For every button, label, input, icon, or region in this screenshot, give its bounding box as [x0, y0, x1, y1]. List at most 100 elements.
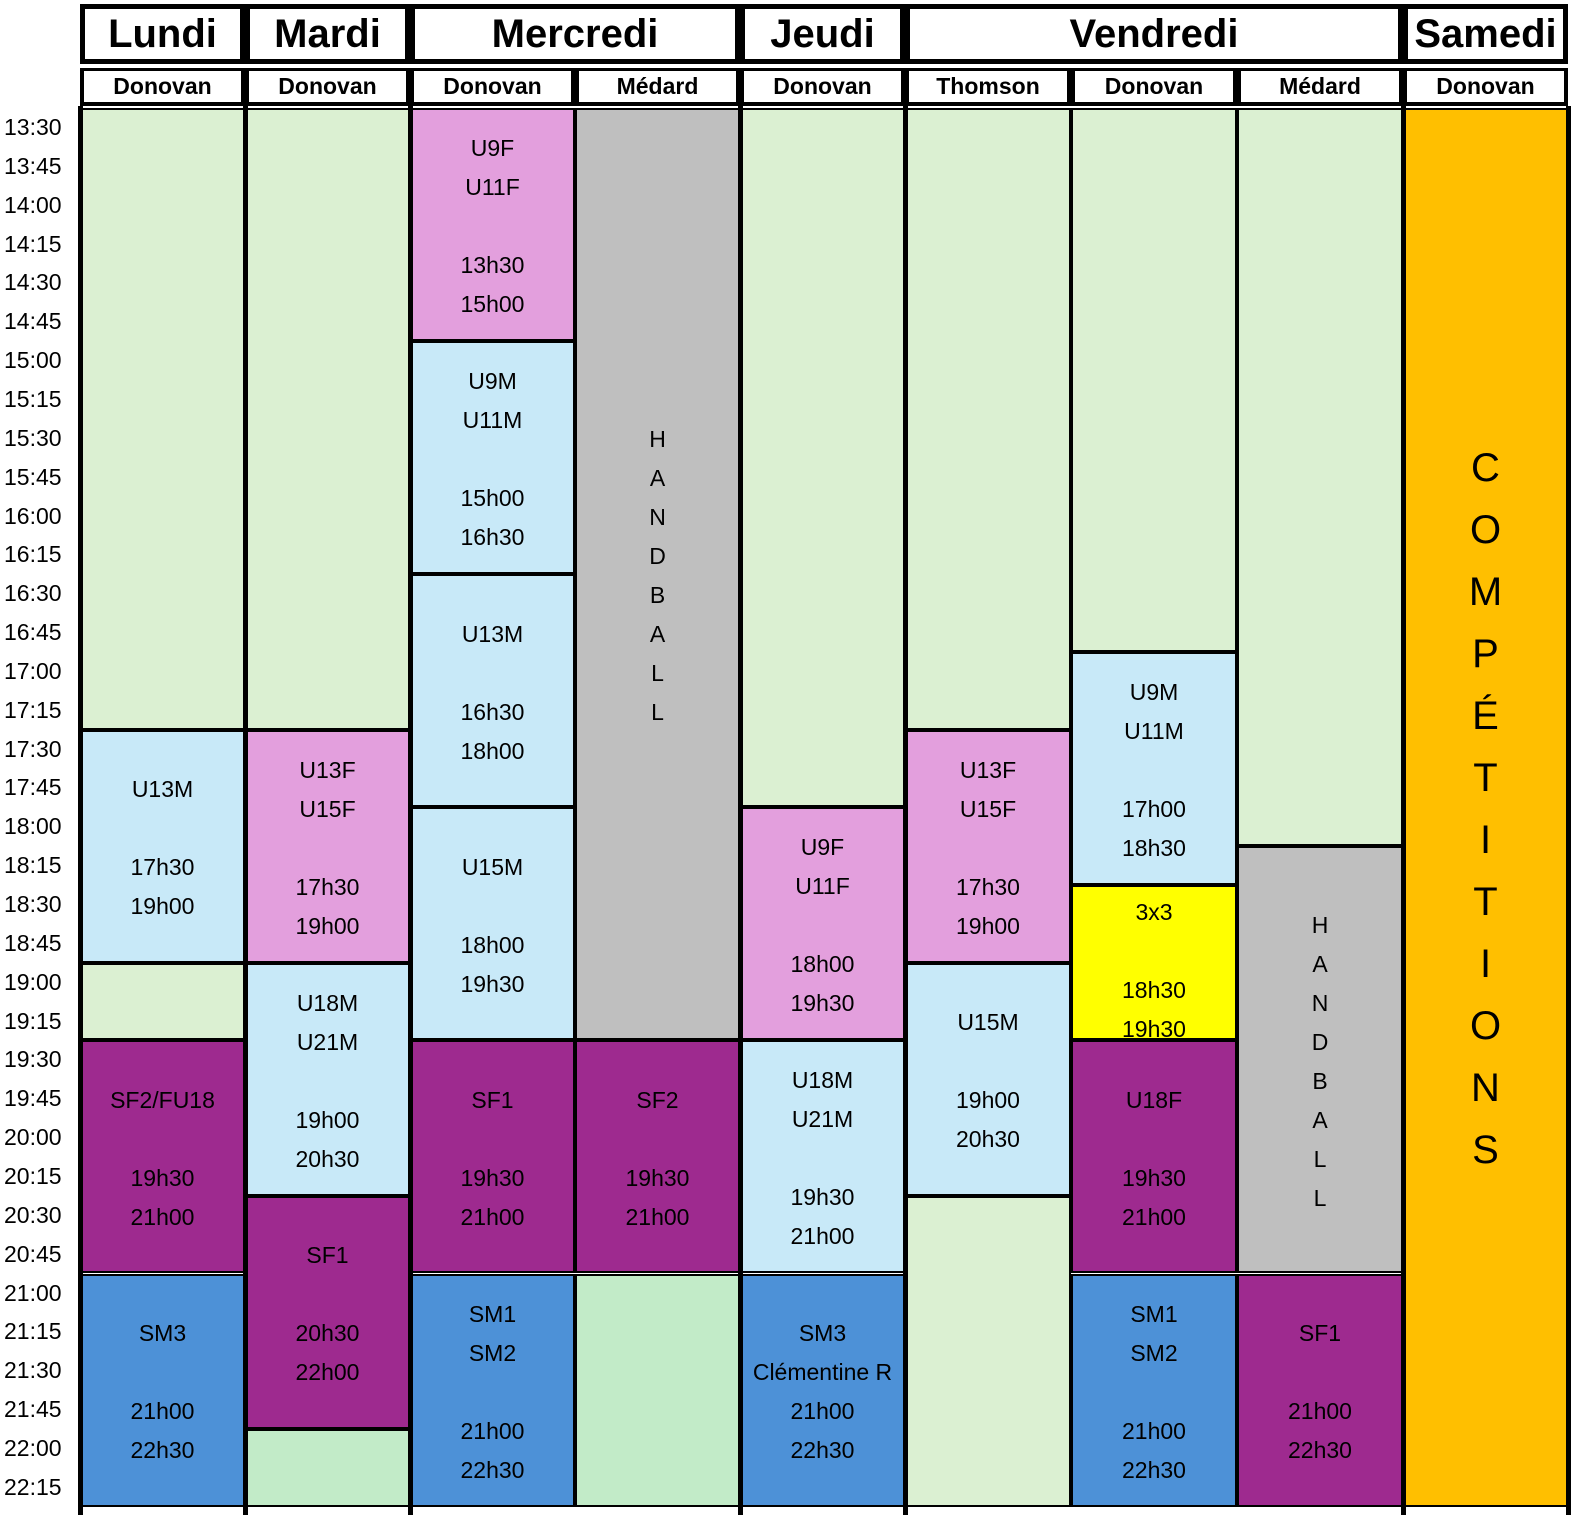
session-text: D — [1311, 1028, 1329, 1055]
session-text: P — [1472, 632, 1499, 677]
session-text: T — [1473, 756, 1498, 801]
session-block: U18M U21M 19h00 20h30 — [245, 962, 410, 1196]
session-text — [247, 829, 408, 868]
session-text: 17h00 — [1122, 795, 1186, 822]
session-text: 21h00 — [1122, 1203, 1186, 1230]
session-text: 17h30 — [295, 873, 360, 900]
session-block: U18M U21M 19h30 21h00 — [740, 1040, 905, 1274]
session-block: U9F U11F 18h00 19h30 — [740, 807, 905, 1041]
session-text — [412, 1373, 573, 1412]
time-label: 14:45 — [4, 308, 62, 335]
session-text: T — [1473, 880, 1498, 925]
session-text: 20h30 — [295, 1320, 360, 1347]
session-text — [1073, 932, 1235, 971]
session-block: U15M 18h00 19h30 — [410, 807, 575, 1041]
session-block: 3x3 18h30 19h30 — [1071, 885, 1237, 1041]
time-label: 14:30 — [4, 269, 62, 296]
session-block: SM1 SM2 21h00 22h30 — [1071, 1273, 1237, 1507]
session-text: B — [649, 582, 666, 609]
free-slot — [80, 962, 245, 1041]
day-header-lundi: Lundi — [80, 4, 245, 64]
time-label: 18:00 — [4, 813, 62, 840]
free-slot — [740, 108, 905, 808]
session-text: 21h00 — [130, 1203, 195, 1230]
day-separator — [243, 106, 248, 1515]
time-label: 22:15 — [4, 1473, 62, 1500]
session-text — [907, 829, 1069, 868]
venue-header: Donovan — [1071, 68, 1237, 106]
session-text: S — [1472, 1128, 1499, 1173]
session-text: 19h30 — [625, 1164, 690, 1191]
session-text: 19h30 — [1122, 1016, 1186, 1041]
venue-header: Donovan — [740, 68, 905, 106]
session-text — [907, 1042, 1069, 1081]
session-text — [82, 1120, 243, 1159]
venue-header: Thomson — [905, 68, 1071, 106]
session-text: U13F — [299, 756, 356, 783]
session-text: 16h30 — [460, 524, 525, 551]
session-text: U11F — [795, 873, 850, 900]
session-text: SM3 — [798, 1320, 847, 1347]
session-text: L — [651, 660, 664, 687]
session-text — [82, 1353, 243, 1392]
session-text: 21h00 — [790, 1398, 855, 1425]
session-block: U13F U15F 17h30 19h00 — [245, 729, 410, 963]
time-label: 17:45 — [4, 774, 62, 801]
session-text: 19h30 — [790, 1184, 855, 1211]
session-text: N — [1471, 1066, 1500, 1111]
day-separator — [78, 106, 83, 1515]
session-text: SF1 — [471, 1086, 514, 1113]
session-text: A — [649, 465, 666, 492]
time-label: 18:45 — [4, 929, 62, 956]
time-label: 13:45 — [4, 152, 62, 179]
day-header-mercredi: Mercredi — [410, 4, 740, 64]
venue-header: Médard — [1237, 68, 1403, 106]
session-text: U15F — [959, 795, 1017, 822]
session-text: 21h00 — [460, 1203, 525, 1230]
session-text: 18h00 — [460, 737, 525, 764]
session-text: 19h30 — [460, 1164, 525, 1191]
session-text: 16h30 — [460, 698, 525, 725]
session-text: U18M — [296, 989, 359, 1016]
session-text: U13M — [131, 776, 194, 803]
time-label: 15:15 — [4, 385, 62, 412]
session-text: O — [1469, 508, 1502, 553]
session-text — [247, 1062, 408, 1101]
session-text: L — [651, 699, 664, 726]
session-text: 15h00 — [460, 485, 525, 512]
time-label: 20:30 — [4, 1201, 62, 1228]
free-slot — [80, 108, 245, 730]
session-text: U15M — [957, 1009, 1019, 1036]
session-text: H — [1311, 911, 1329, 938]
time-label: 17:15 — [4, 696, 62, 723]
session-text: N — [1311, 989, 1329, 1016]
session-text: SF2/FU18 — [110, 1086, 215, 1113]
session-text: 21h00 — [1288, 1398, 1352, 1425]
session-text: U21M — [296, 1028, 359, 1055]
session-text: É — [1472, 694, 1499, 739]
session-text: 17h30 — [130, 854, 195, 881]
session-text — [1073, 751, 1235, 790]
venue-header: Donovan — [410, 68, 575, 106]
free-slot — [1237, 108, 1403, 847]
session-text: 13h30 — [460, 252, 525, 279]
session-block: SF1 20h30 22h00 — [245, 1195, 410, 1429]
session-text: 21h00 — [625, 1203, 690, 1230]
time-label: 18:15 — [4, 852, 62, 879]
session-text — [412, 1120, 573, 1159]
session-block: U9M U11M 15h00 16h30 — [410, 341, 575, 575]
time-label: 15:30 — [4, 424, 62, 451]
free-slot — [905, 1195, 1071, 1507]
session-block: U13F U15F 17h30 19h00 — [905, 729, 1071, 963]
time-label: 14:15 — [4, 230, 62, 257]
session-text: H — [649, 426, 666, 453]
session-text: U9M — [1129, 678, 1179, 705]
venue-header: Donovan — [245, 68, 410, 106]
free-slot — [1071, 108, 1237, 652]
session-text: 3x3 — [1135, 899, 1173, 925]
session-text: SF2 — [636, 1086, 679, 1113]
session-text — [412, 654, 573, 693]
time-label: 16:30 — [4, 580, 62, 607]
session-text: SM2 — [468, 1339, 517, 1366]
session-text: A — [1312, 1106, 1328, 1133]
